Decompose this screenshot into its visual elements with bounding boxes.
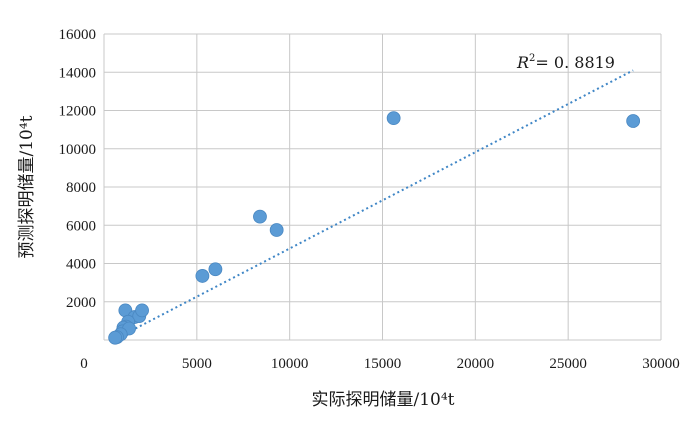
y-axis-title: 预测探明储量/10⁴t [17,115,37,258]
data-points [108,111,641,345]
y-tick-label: 6000 [66,218,96,234]
data-point [195,269,210,283]
data-point [108,330,123,345]
r-squared-label: R2= 0. 8819 [516,53,615,72]
y-tick-labels: 2000 4000 6000 8000 10000 12000 14000 16000 [59,27,97,311]
y-tick-label: 8000 [66,180,96,196]
data-point [135,303,149,318]
data-point [208,262,223,277]
x-tick-labels: 0 5000 10000 15000 20000 25000 30000 [80,356,680,372]
grid-lines [103,33,662,341]
x-tick-label: 30000 [642,356,680,372]
x-tick-label: 0 [80,356,88,372]
y-tick-label: 16000 [59,27,97,43]
y-tick-label: 14000 [59,65,97,81]
data-point [269,223,284,237]
data-point [253,209,267,224]
data-point [386,111,401,126]
x-tick-label: 25000 [549,356,587,372]
y-tick-label: 12000 [59,104,97,120]
y-tick-label: 2000 [66,295,96,311]
data-point [626,114,641,128]
x-tick-label: 5000 [182,356,212,372]
x-axis-title: 实际探明储量/10⁴t [311,390,454,410]
x-tick-label: 20000 [457,356,495,372]
y-tick-label: 4000 [66,257,96,273]
y-tick-label: 10000 [59,142,97,158]
x-tick-label: 15000 [364,356,402,372]
x-tick-label: 10000 [271,356,309,372]
